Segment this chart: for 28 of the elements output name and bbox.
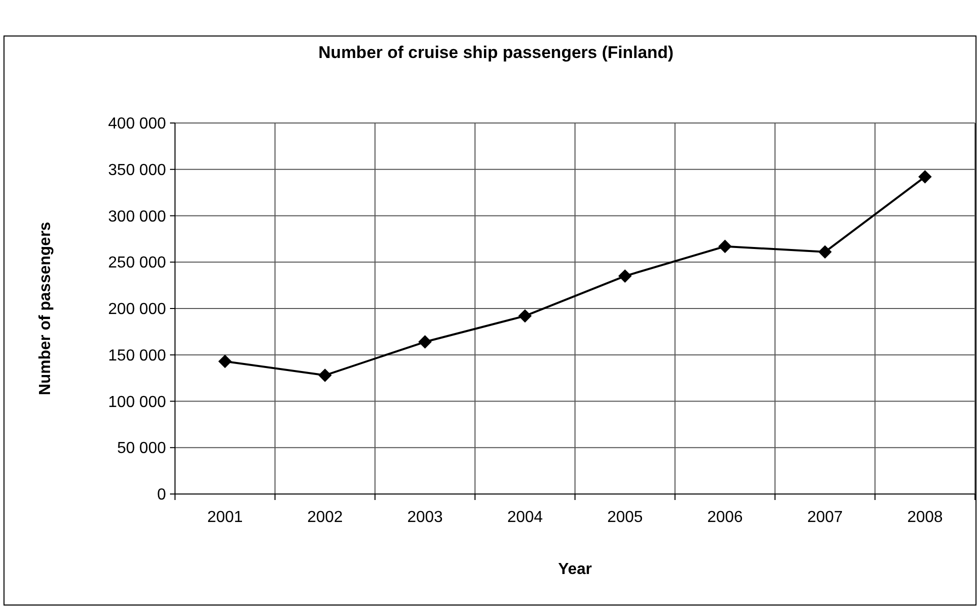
x-tick-label: 2008 <box>907 509 943 526</box>
x-tick-label: 2003 <box>407 509 443 526</box>
point <box>218 354 232 368</box>
chart-title: Number of cruise ship passengers (Finland) <box>318 43 674 62</box>
y-axis-title: Number of passengers <box>37 222 54 396</box>
y-tick-label: 150 000 <box>108 347 166 364</box>
x-tick-label: 2007 <box>807 509 843 526</box>
y-tick-label: 250 000 <box>108 254 166 272</box>
x-tick-label: 2005 <box>607 509 643 526</box>
point <box>418 335 432 349</box>
y-tick-label: 0 <box>157 486 166 504</box>
x-tick-label: 2004 <box>507 509 543 526</box>
x-tick-label: 2002 <box>307 509 343 526</box>
y-tick-label: 300 000 <box>108 208 166 226</box>
y-tick-label: 350 000 <box>108 162 166 179</box>
point <box>918 170 932 184</box>
x-tick-label: 2006 <box>707 509 743 526</box>
point <box>518 309 532 323</box>
y-tick-label: 200 000 <box>108 301 166 318</box>
point <box>718 240 732 254</box>
y-tick-label: 100 000 <box>108 394 166 411</box>
point <box>818 245 832 259</box>
point <box>618 269 632 283</box>
x-tick-label: 2001 <box>207 509 243 526</box>
x-axis-title: Year <box>558 561 592 578</box>
point <box>318 368 332 382</box>
y-tick-label: 400 000 <box>108 116 166 133</box>
y-tick-label: 50 000 <box>117 440 166 458</box>
